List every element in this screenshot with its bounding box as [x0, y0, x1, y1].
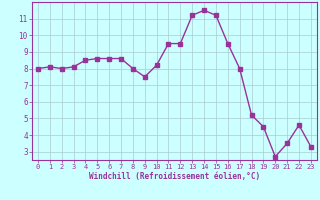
X-axis label: Windchill (Refroidissement éolien,°C): Windchill (Refroidissement éolien,°C) [89, 172, 260, 181]
